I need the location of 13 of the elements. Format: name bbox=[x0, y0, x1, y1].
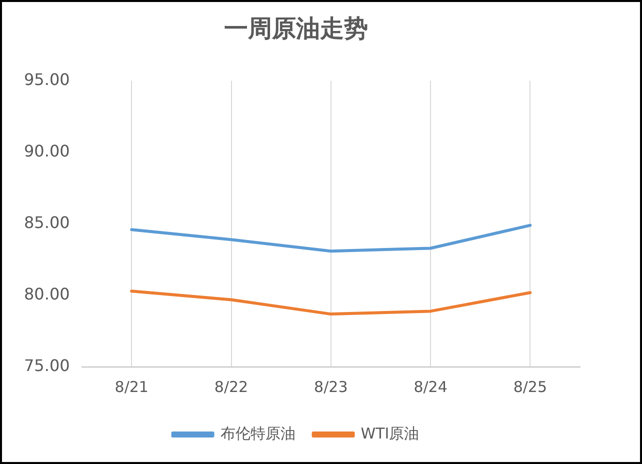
y-tick-label: 75.00 bbox=[24, 356, 70, 376]
legend-label: 布伦特原油 bbox=[220, 424, 296, 442]
y-tick-label: 85.00 bbox=[24, 213, 70, 232]
x-tick-label: 8/23 bbox=[314, 378, 348, 396]
legend-label: WTI原油 bbox=[360, 424, 420, 442]
x-tick-label: 8/21 bbox=[114, 378, 148, 396]
x-tick-label: 8/24 bbox=[414, 378, 448, 396]
x-tick-label: 8/25 bbox=[513, 378, 548, 396]
y-tick-label: 95.00 bbox=[24, 70, 70, 89]
x-tick-label: 8/22 bbox=[214, 378, 248, 396]
chart-title: 一周原油走势 bbox=[224, 14, 368, 43]
y-tick-label: 80.00 bbox=[24, 284, 70, 304]
y-tick-label: 90.00 bbox=[24, 142, 70, 161]
